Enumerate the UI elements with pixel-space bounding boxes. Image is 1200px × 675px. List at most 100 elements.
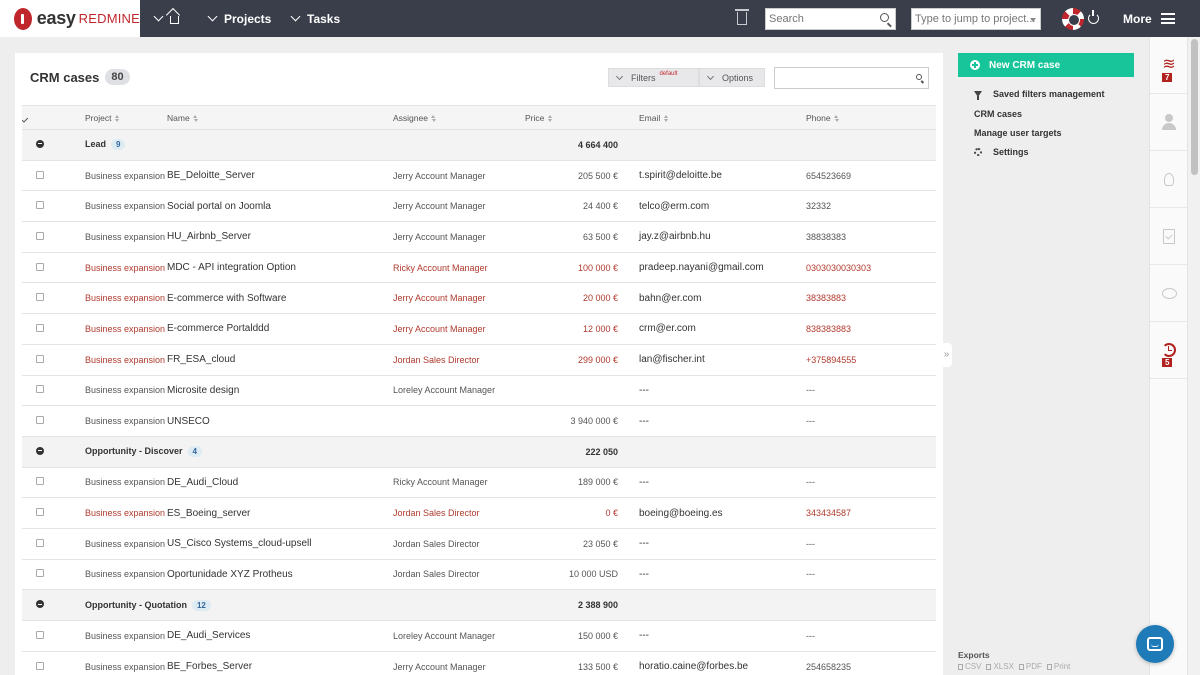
table-row[interactable]: Business expansion MDC - API integration … — [22, 252, 936, 284]
cell-project[interactable]: Business expansion — [58, 405, 167, 437]
row-checkbox-cell[interactable] — [22, 651, 58, 675]
cell-email[interactable]: --- — [630, 620, 797, 652]
cell-project[interactable]: Business expansion — [58, 375, 167, 407]
global-search[interactable] — [765, 8, 896, 30]
cell-assignee[interactable] — [393, 405, 525, 437]
cell-email[interactable]: --- — [630, 405, 797, 437]
export-xlsx-link[interactable]: XLSX — [986, 662, 1014, 671]
row-checkbox-cell[interactable] — [22, 252, 58, 284]
more-menu[interactable]: More — [1123, 0, 1175, 37]
row-checkbox-cell[interactable] — [22, 313, 58, 345]
row-checkbox[interactable] — [36, 293, 44, 302]
cell-name[interactable]: HU_Airbnb_Server — [167, 221, 393, 253]
header-price[interactable]: Price — [525, 105, 630, 130]
row-checkbox-cell[interactable] — [22, 405, 58, 437]
projects-menu[interactable]: Projects — [207, 0, 271, 37]
header-name[interactable]: Name — [167, 105, 393, 130]
row-checkbox-cell[interactable] — [22, 221, 58, 253]
export-print-link[interactable]: Print — [1046, 662, 1070, 671]
table-row[interactable]: Business expansion Social portal on Jooml… — [22, 190, 936, 223]
row-checkbox[interactable] — [36, 201, 44, 210]
group-row[interactable]: Opportunity - Quotation 12 2 388 900 — [22, 589, 936, 621]
rail-history[interactable]: 5 — [1150, 322, 1188, 379]
cell-assignee[interactable]: Jerry Account Manager — [393, 160, 525, 192]
row-checkbox[interactable] — [36, 630, 44, 639]
filters-button[interactable]: Filters default — [608, 68, 699, 87]
cell-assignee[interactable]: Jordan Sales Director — [393, 559, 525, 591]
cell-assignee[interactable]: Jerry Account Manager — [393, 651, 525, 675]
cell-assignee[interactable]: Loreley Account Manager — [393, 375, 525, 407]
scrollbar-thumb[interactable] — [1191, 39, 1198, 175]
table-row[interactable]: Business expansion US_Cisco Systems_cloud… — [22, 528, 936, 560]
row-checkbox[interactable] — [36, 508, 44, 517]
cell-assignee[interactable]: Jerry Account Manager — [393, 282, 525, 315]
table-row[interactable]: Business expansion Oportunidade XYZ Proth… — [22, 559, 936, 591]
cell-email[interactable]: --- — [630, 467, 797, 499]
rail-ideas[interactable] — [1150, 151, 1188, 208]
search-input[interactable] — [766, 9, 871, 29]
tasks-menu[interactable]: Tasks — [290, 0, 340, 37]
page-scrollbar[interactable] — [1187, 37, 1200, 675]
row-checkbox-cell[interactable] — [22, 160, 58, 192]
row-checkbox-cell[interactable] — [22, 190, 58, 223]
header-assignee[interactable]: Assignee — [393, 105, 525, 130]
row-checkbox-cell[interactable] — [22, 497, 58, 529]
header-email[interactable]: Email — [630, 105, 797, 130]
cell-name[interactable]: BE_Forbes_Server — [167, 651, 393, 675]
cell-email[interactable]: pradeep.nayani@gmail.com — [630, 252, 797, 284]
row-checkbox[interactable] — [36, 170, 44, 179]
options-button[interactable]: Options — [699, 68, 765, 87]
collapse-sidebar-toggle[interactable]: » — [941, 343, 952, 367]
table-row[interactable]: Business expansion E-commerce Portalddd Je… — [22, 313, 936, 345]
cell-project[interactable]: Business expansion — [58, 528, 167, 560]
export-pdf-link[interactable]: PDF — [1018, 662, 1042, 671]
cell-project[interactable]: Business expansion — [58, 282, 167, 315]
rail-activity[interactable]: ≋ 7 — [1150, 37, 1188, 94]
cell-email[interactable]: bahn@er.com — [630, 282, 797, 315]
row-checkbox-cell[interactable] — [22, 559, 58, 591]
table-row[interactable]: Business expansion FR_ESA_cloud Jordan Sal… — [22, 344, 936, 376]
logo[interactable]: easy REDMINE — [0, 0, 140, 37]
cell-assignee[interactable]: Jerry Account Manager — [393, 313, 525, 345]
cell-email[interactable]: --- — [630, 375, 797, 407]
cell-assignee[interactable]: Ricky Account Manager — [393, 252, 525, 284]
cell-assignee[interactable]: Jerry Account Manager — [393, 221, 525, 253]
cell-project[interactable]: Business expansion — [58, 651, 167, 675]
cell-project[interactable]: Business expansion — [58, 497, 167, 529]
cell-name[interactable]: Social portal on Joomla — [167, 190, 393, 223]
table-row[interactable]: Business expansion UNSECO 3 940 000 € --- --… — [22, 405, 936, 437]
new-crm-case-button[interactable]: New CRM case — [958, 53, 1134, 77]
cell-project[interactable]: Business expansion — [58, 559, 167, 591]
group-collapse[interactable] — [22, 129, 58, 161]
group-row[interactable]: Lead 9 4 664 400 — [22, 129, 936, 161]
row-checkbox-cell[interactable] — [22, 282, 58, 315]
search-icon[interactable] — [916, 74, 922, 80]
cell-project[interactable]: Business expansion — [58, 160, 167, 192]
cell-email[interactable]: crm@er.com — [630, 313, 797, 345]
table-row[interactable]: Business expansion DE_Audi_Cloud Ricky Acc… — [22, 467, 936, 499]
row-checkbox[interactable] — [36, 661, 44, 670]
row-checkbox-cell[interactable] — [22, 467, 58, 499]
search-icon[interactable] — [880, 13, 889, 22]
row-checkbox[interactable] — [36, 354, 44, 363]
cell-project[interactable]: Business expansion — [58, 313, 167, 345]
header-phone[interactable]: Phone — [797, 105, 936, 130]
home-menu[interactable] — [153, 0, 179, 37]
table-row[interactable]: Business expansion ES_Boeing_server Jordan… — [22, 497, 936, 529]
cell-project[interactable]: Business expansion — [58, 344, 167, 376]
cell-name[interactable]: MDC - API integration Option — [167, 252, 393, 284]
cell-name[interactable]: US_Cisco Systems_cloud-upsell — [167, 528, 393, 560]
header-project[interactable]: Project — [58, 105, 167, 130]
help-lifebuoy-icon[interactable] — [1062, 8, 1084, 30]
row-checkbox[interactable] — [36, 569, 44, 578]
cell-email[interactable]: boeing@boeing.es — [630, 497, 797, 529]
row-checkbox[interactable] — [36, 323, 44, 332]
export-csv-link[interactable]: CSV — [958, 662, 981, 671]
table-row[interactable]: Business expansion DE_Audi_Services Lorele… — [22, 620, 936, 652]
cell-assignee[interactable]: Jordan Sales Director — [393, 528, 525, 560]
row-checkbox-cell[interactable] — [22, 620, 58, 652]
group-collapse[interactable] — [22, 589, 58, 621]
cell-name[interactable]: ES_Boeing_server — [167, 497, 393, 529]
trash-icon[interactable] — [735, 9, 749, 25]
row-checkbox[interactable] — [36, 262, 44, 271]
